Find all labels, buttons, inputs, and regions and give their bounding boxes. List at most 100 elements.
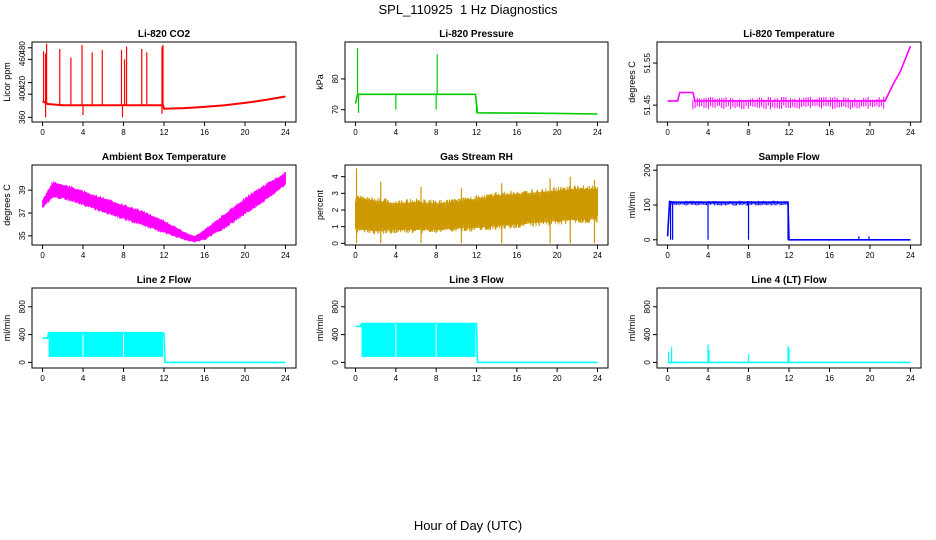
x-tick-label: 12	[472, 374, 481, 383]
panel-title: Li-820 CO2	[138, 29, 191, 40]
y-axis-label: ml/min	[2, 315, 12, 342]
plot-area	[355, 322, 598, 364]
x-tick-label: 4	[394, 251, 399, 260]
x-tick-label: 20	[553, 251, 562, 260]
plot-area	[42, 43, 286, 118]
x-tick-label: 8	[121, 374, 126, 383]
x-tick-label: 16	[825, 128, 834, 137]
x-tick-label: 12	[785, 374, 794, 383]
y-tick-label: 100	[643, 198, 652, 212]
y-tick-label: 39	[18, 185, 27, 194]
x-tick-label: 20	[866, 251, 875, 260]
plot-area	[666, 200, 911, 241]
plot-area	[667, 344, 911, 364]
x-tick-label: 20	[241, 374, 250, 383]
y-tick-label: 0	[18, 360, 27, 365]
y-axis-label: Licor ppm	[2, 62, 12, 102]
series-li-820-co2	[42, 43, 286, 118]
x-tick-label: 12	[785, 251, 794, 260]
y-tick-label: 1	[331, 224, 340, 229]
x-tick-label: 4	[81, 128, 86, 137]
x-tick-label: 16	[825, 251, 834, 260]
y-tick-label: 0	[643, 237, 652, 242]
y-axis-label: kPa	[315, 74, 325, 90]
x-tick-label: 0	[353, 374, 358, 383]
x-tick-label: 8	[434, 374, 439, 383]
data-line	[666, 200, 911, 241]
panel-title: Line 4 (LT) Flow	[751, 275, 827, 286]
data-block	[83, 331, 124, 357]
x-tick-label: 20	[866, 374, 875, 383]
y-tick-label: 360	[18, 110, 27, 124]
y-tick-label: 400	[643, 327, 652, 341]
x-tick-label: 8	[434, 128, 439, 137]
y-tick-label: 400	[18, 87, 27, 101]
x-tick-label: 8	[434, 251, 439, 260]
y-tick-label: 800	[18, 300, 27, 314]
x-tick-label: 16	[825, 374, 834, 383]
x-tick-label: 4	[706, 251, 711, 260]
y-tick-label: 800	[331, 300, 340, 314]
plot-area	[355, 168, 598, 244]
y-axis-label: percent	[315, 189, 325, 220]
x-tick-label: 20	[553, 128, 562, 137]
panel-ambient-box-temperature: Ambient Box Temperature degrees C 0 4 8 12 16 2…	[2, 152, 297, 260]
x-tick-label: 24	[281, 374, 290, 383]
panel-title: Li-820 Pressure	[439, 29, 514, 40]
x-tick-label: 16	[512, 251, 521, 260]
x-tick-label: 12	[160, 374, 169, 383]
y-tick-label: 70	[331, 105, 340, 114]
panel-li-820-pressure: Li-820 Pressure kPa 0 4 8 12 16 20 24 70 80	[315, 29, 609, 137]
y-tick-label: 460	[18, 52, 27, 66]
x-tick-label: 24	[906, 374, 915, 383]
x-tick-label: 12	[472, 128, 481, 137]
series-li-820-temperature	[667, 45, 912, 110]
data-block	[48, 331, 83, 357]
series-li-820-pressure	[354, 48, 598, 115]
panel-line-2-flow: Line 2 Flow ml/min 0 4 8 12 16 20 24 0 400 800	[2, 275, 297, 383]
x-tick-label: 4	[394, 374, 399, 383]
panel-line-4-lt-flow: Line 4 (LT) Flow ml/min 0 4 8 12 16 20 24 0 400 800	[627, 275, 922, 383]
x-tick-label: 4	[81, 251, 86, 260]
plot-frame	[31, 164, 297, 246]
x-tick-label: 24	[593, 251, 602, 260]
plot-frame	[344, 164, 609, 246]
x-tick-label: 12	[160, 128, 169, 137]
x-tick-label: 0	[353, 251, 358, 260]
panel-title: Line 2 Flow	[137, 275, 192, 286]
x-tick-label: 8	[746, 374, 751, 383]
plot-area	[667, 45, 912, 110]
figure-title: SPL_110925 1 Hz Diagnostics	[378, 2, 558, 17]
x-tick-label: 24	[593, 128, 602, 137]
y-tick-label: 80	[331, 74, 340, 83]
y-axis-label: degrees C	[2, 184, 12, 226]
x-tick-label: 16	[512, 128, 521, 137]
x-tick-label: 24	[906, 251, 915, 260]
y-axis-label: ml/min	[627, 315, 637, 342]
x-tick-label: 0	[665, 251, 670, 260]
plot-frame	[344, 287, 609, 369]
y-axis-label: ml/min	[627, 192, 637, 219]
plot-area	[42, 172, 286, 243]
x-tick-label: 16	[200, 251, 209, 260]
y-tick-label: 51.45	[643, 95, 652, 116]
x-tick-label: 16	[200, 374, 209, 383]
plot-frame	[31, 287, 297, 369]
x-tick-label: 0	[353, 128, 358, 137]
y-tick-label: 800	[643, 300, 652, 314]
x-tick-label: 16	[512, 374, 521, 383]
x-tick-label: 0	[40, 251, 45, 260]
data-line	[355, 322, 598, 364]
x-tick-label: 20	[553, 374, 562, 383]
x-tick-label: 8	[121, 128, 126, 137]
plot-area	[354, 48, 598, 115]
panel-line-3-flow: Line 3 Flow ml/min 0 4 8 12 16 20 24 0 400 800	[315, 275, 609, 383]
panel-title: Li-820 Temperature	[743, 29, 835, 40]
y-tick-label: 0	[331, 360, 340, 365]
plot-frame	[656, 41, 922, 123]
x-tick-label: 8	[121, 251, 126, 260]
x-tick-label: 0	[40, 374, 45, 383]
data-block	[361, 323, 396, 357]
x-tick-label: 8	[746, 251, 751, 260]
